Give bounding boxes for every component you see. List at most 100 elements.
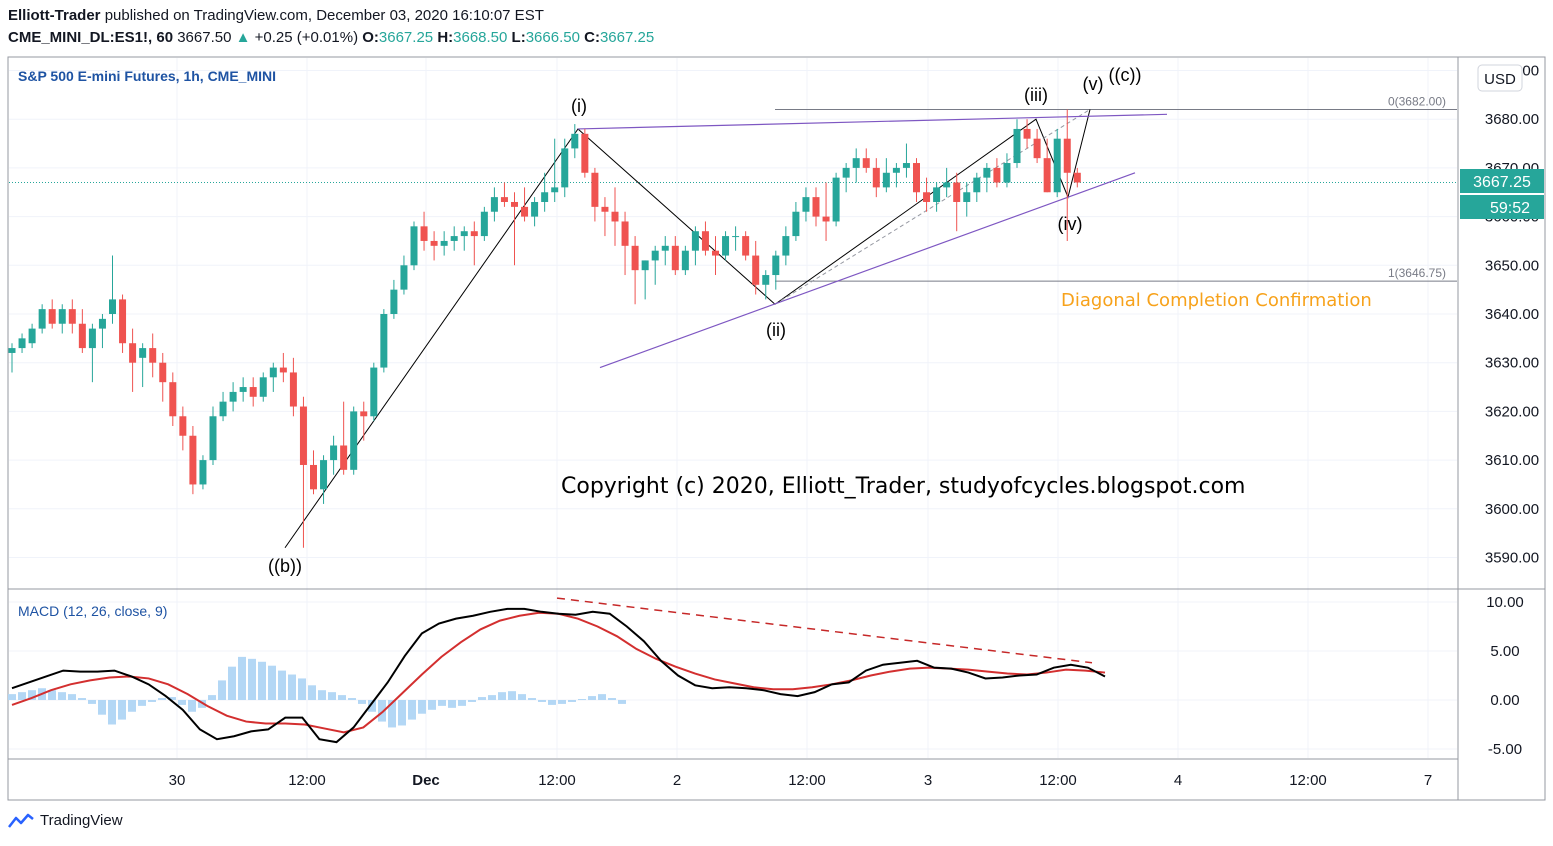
macd-histogram-bar [618,700,626,704]
time-tick-label: 12:00 [288,772,326,789]
candle-body [902,163,910,168]
candle [822,182,830,241]
diagonal-annotation: Diagonal Completion Confirmation [1061,290,1372,311]
candle-body [48,309,56,324]
macd-histogram-bar [438,700,446,706]
candle-body [1003,163,1011,183]
candle-body [852,158,860,168]
candle-body [460,231,468,237]
candle-body [58,309,66,324]
macd-histogram-bar [98,700,106,715]
candle-body [68,309,76,324]
macd-histogram-bar [148,700,156,702]
candle [1063,109,1071,241]
last-price-badge: 3667.25 [1460,169,1544,193]
candle [320,455,328,504]
candle-body [340,445,348,470]
candle [691,226,699,266]
open-value: 3667.25 [378,29,434,46]
candle [380,309,388,373]
macd-histogram-bar [78,698,86,700]
low-value: 3666.50 [525,29,580,46]
candle [229,382,237,412]
candle [490,187,498,222]
macd-histogram-bar [118,700,126,720]
last-price-badge-text: 3667.25 [1473,174,1531,191]
currency-button[interactable]: USD [1477,64,1523,92]
symbol-name: CME_MINI_DL:ES1!, 60 [8,29,174,46]
candle-body [400,265,408,290]
candle [923,177,931,212]
candle [701,221,709,256]
lower-trendline [599,172,1136,369]
macd-histogram-bar [338,695,346,700]
time-tick-label: Dec [412,772,440,789]
candle [802,187,810,222]
candle [219,391,227,422]
candle [279,352,287,383]
candle-body [551,187,559,193]
author-name[interactable]: Elliott-Trader [8,7,101,24]
macd-histogram-bar [58,692,66,700]
candle-body [199,460,207,485]
candle [842,163,850,193]
time-tick-label: 12:00 [538,772,576,789]
symbol-header: CME_MINI_DL:ES1!, 60 3667.50 ▲ +0.25 (+0… [8,29,654,46]
candle [832,172,840,227]
candle-body [249,387,257,397]
candle-body [892,167,900,173]
macd-histogram-bar [88,700,96,704]
candle [913,158,920,202]
candle-body [862,158,870,168]
candle-body [943,182,951,188]
candle [289,357,297,417]
macd-histogram-bar [288,674,296,700]
candle-body [993,167,1001,183]
candle-body [802,197,810,212]
macd-histogram-bar [418,700,426,714]
candle [953,172,961,232]
macd-histogram-bar [68,694,76,700]
candle [68,299,76,334]
macd-histogram-bar [468,700,476,702]
candle-body [450,236,458,241]
candle [1003,153,1011,188]
candle [882,158,890,193]
candle [792,201,800,241]
drawings [9,108,1457,549]
candle-body [822,216,830,222]
candle-body [119,299,127,344]
macd-histogram-bar [218,680,226,700]
candle-body [299,406,307,465]
macd-histogram-bar [608,698,616,700]
candle [611,187,619,246]
macd-histogram-bar [28,690,36,700]
candle-body [671,245,679,271]
candle [98,314,106,349]
candle [1033,128,1041,164]
tradingview-footer[interactable]: TradingView [8,812,123,829]
candle-body [209,416,217,461]
price-tick-label: 3650.00 [1485,257,1539,274]
candle-body [762,275,770,285]
candle-body [1023,128,1031,139]
macd-histogram-bar [278,670,286,700]
candle-body [752,255,760,285]
candle [752,240,760,295]
candle [621,211,629,276]
wave-label: (ii) [766,320,786,340]
candle [239,377,247,402]
macd-histogram-bar [268,665,276,700]
candle-body [772,255,780,276]
macd-histogram-bar [398,700,406,726]
candle [541,172,549,212]
candle [480,206,488,241]
candle [712,236,719,276]
candle [28,323,36,349]
candle [259,372,267,402]
candle [58,304,66,334]
chart-frame [7,56,1546,801]
candle [1053,128,1061,198]
candle-body [179,416,187,436]
